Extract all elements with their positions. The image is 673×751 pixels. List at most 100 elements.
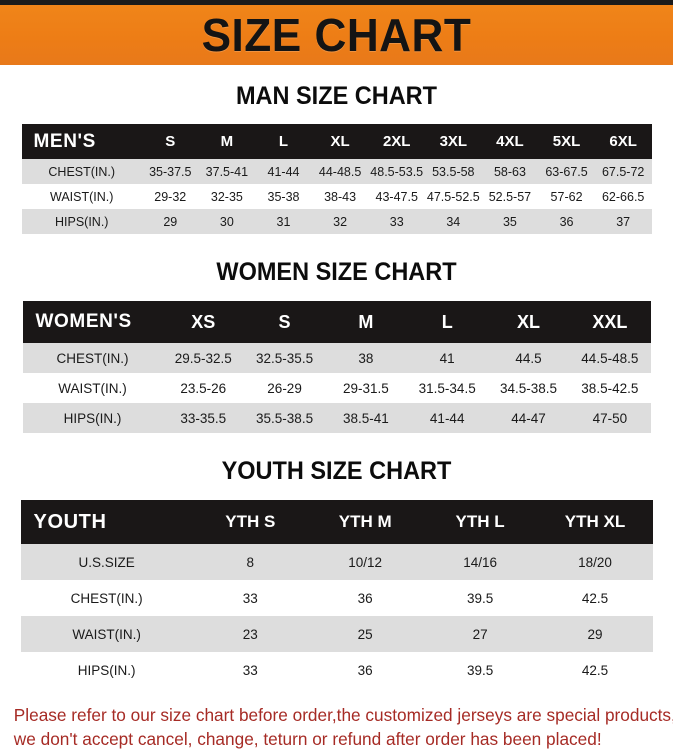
man-size-chart-section: MAN SIZE CHART MEN'S S M L XL 2XL 3XL 4XL 5XL 6XL… (0, 82, 673, 234)
women-column-header: XS (162, 301, 244, 343)
women-cell: 41 (406, 343, 488, 373)
women-size-chart-section: WOMEN SIZE CHART WOMEN'S XS S M L XL XXL CHEST… (0, 258, 673, 433)
page-title: SIZE CHART (201, 9, 472, 61)
disclaimer-line-1: Please refer to our size chart before or… (13, 705, 673, 725)
women-size-table: WOMEN'S XS S M L XL XXL CHEST(IN.) 29.5-32.5 32.… (22, 301, 651, 433)
man-cell: 53.5-58 (425, 159, 482, 184)
youth-row-label: U.S.SIZE (20, 544, 193, 580)
youth-cell: 29 (537, 616, 653, 652)
table-row: WAIST(IN.) 23 25 27 29 (20, 616, 653, 652)
disclaimer-note: Please refer to our size chart before or… (0, 704, 673, 751)
table-row: CHEST(IN.) 29.5-32.5 32.5-35.5 38 41 44.5 44.5… (22, 343, 651, 373)
men-size-table: MEN'S S M L XL 2XL 3XL 4XL 5XL 6XL CHEST(IN.) 35-3… (21, 124, 652, 234)
women-column-header: L (406, 301, 488, 343)
women-cell: 44.5-48.5 (569, 343, 651, 373)
man-cell: 33 (368, 209, 426, 234)
man-column-header: 4XL (481, 124, 539, 159)
man-cell: 29 (141, 209, 199, 234)
table-row: CHEST(IN.) 35-37.5 37.5-41 41-44 44-48.5 48.5… (21, 159, 652, 184)
women-cell: 47-50 (569, 403, 651, 433)
man-cell: 29-32 (141, 184, 199, 209)
table-row: CHEST(IN.) 33 36 39.5 42.5 (20, 580, 653, 616)
man-cell: 35 (481, 209, 539, 234)
man-cell: 34 (425, 209, 482, 234)
man-column-header: M (198, 124, 256, 159)
table-header-row: WOMEN'S XS S M L XL XXL (22, 301, 651, 343)
youth-table-body: U.S.SIZE 8 10/12 14/16 18/20 CHEST(IN.) 33 36 39… (20, 544, 653, 688)
man-cell: 31 (255, 209, 312, 234)
women-table-corner-label: WOMEN'S (22, 301, 163, 343)
youth-cell: 18/20 (537, 544, 653, 580)
table-row: HIPS(IN.) 33 36 39.5 42.5 (20, 652, 653, 688)
women-cell: 29.5-32.5 (162, 343, 244, 373)
table-row: WAIST(IN.) 29-32 32-35 35-38 38-43 43-47.5 47.… (21, 184, 652, 209)
man-cell: 30 (198, 209, 256, 234)
man-column-header: XL (311, 124, 369, 159)
youth-cell: 33 (192, 580, 308, 616)
women-table-header: WOMEN'S XS S M L XL XXL (22, 301, 651, 343)
women-row-label: CHEST(IN.) (22, 343, 163, 373)
youth-column-header: YTH L (422, 500, 538, 544)
man-cell: 62-66.5 (594, 184, 652, 209)
women-cell: 32.5-35.5 (243, 343, 326, 373)
youth-cell: 25 (307, 616, 423, 652)
man-column-header: 3XL (425, 124, 482, 159)
man-row-label: HIPS(IN.) (21, 209, 142, 234)
women-cell: 33-35.5 (162, 403, 244, 433)
men-table-header: MEN'S S M L XL 2XL 3XL 4XL 5XL 6XL (21, 124, 652, 159)
women-cell: 38.5-42.5 (569, 373, 651, 403)
youth-row-label: CHEST(IN.) (20, 580, 193, 616)
youth-row-label: HIPS(IN.) (20, 652, 193, 688)
women-cell: 44.5 (487, 343, 570, 373)
man-column-header: 6XL (594, 124, 652, 159)
man-cell: 67.5-72 (594, 159, 652, 184)
man-cell: 57-62 (538, 184, 595, 209)
women-column-header: XXL (569, 301, 651, 343)
youth-cell: 42.5 (537, 580, 653, 616)
man-cell: 35-37.5 (141, 159, 199, 184)
man-cell: 41-44 (255, 159, 312, 184)
man-row-label: WAIST(IN.) (21, 184, 142, 209)
men-table-body: CHEST(IN.) 35-37.5 37.5-41 41-44 44-48.5 48.5… (21, 159, 652, 234)
man-cell: 58-63 (481, 159, 539, 184)
size-chart-banner: SIZE CHART (0, 5, 673, 65)
women-cell: 23.5-26 (162, 373, 244, 403)
women-row-label: HIPS(IN.) (22, 403, 163, 433)
youth-column-header: YTH S (192, 500, 308, 544)
youth-cell: 39.5 (422, 652, 538, 688)
man-cell: 37.5-41 (198, 159, 256, 184)
man-cell: 47.5-52.5 (425, 184, 482, 209)
women-column-header: M (325, 301, 407, 343)
man-cell: 36 (538, 209, 595, 234)
women-cell: 38 (325, 343, 407, 373)
man-cell: 32 (311, 209, 369, 234)
youth-column-header: YTH M (307, 500, 423, 544)
youth-table-header: YOUTH YTH S YTH M YTH L YTH XL (20, 500, 653, 544)
man-cell: 52.5-57 (481, 184, 539, 209)
women-cell: 34.5-38.5 (487, 373, 570, 403)
youth-table-corner-label: YOUTH (20, 500, 193, 544)
table-header-row: MEN'S S M L XL 2XL 3XL 4XL 5XL 6XL (21, 124, 652, 159)
man-column-header: 5XL (538, 124, 595, 159)
women-cell: 26-29 (243, 373, 326, 403)
table-row: WAIST(IN.) 23.5-26 26-29 29-31.5 31.5-34.5 34… (22, 373, 651, 403)
table-header-row: YOUTH YTH S YTH M YTH L YTH XL (20, 500, 653, 544)
man-section-title: MAN SIZE CHART (235, 82, 438, 110)
youth-cell: 33 (192, 652, 308, 688)
man-cell: 48.5-53.5 (368, 159, 426, 184)
man-cell: 37 (594, 209, 652, 234)
youth-row-label: WAIST(IN.) (20, 616, 193, 652)
youth-size-table: YOUTH YTH S YTH M YTH L YTH XL U.S.SIZE 8 10/1… (20, 500, 653, 688)
women-cell: 31.5-34.5 (406, 373, 488, 403)
man-cell: 43-47.5 (368, 184, 426, 209)
women-cell: 35.5-38.5 (243, 403, 326, 433)
women-column-header: S (243, 301, 326, 343)
youth-column-header: YTH XL (537, 500, 653, 544)
youth-cell: 10/12 (307, 544, 423, 580)
table-row: HIPS(IN.) 29 30 31 32 33 34 35 36 37 (21, 209, 652, 234)
man-column-header: L (255, 124, 312, 159)
man-column-header: S (141, 124, 199, 159)
table-row: U.S.SIZE 8 10/12 14/16 18/20 (20, 544, 653, 580)
man-cell: 38-43 (311, 184, 369, 209)
women-cell: 44-47 (487, 403, 570, 433)
